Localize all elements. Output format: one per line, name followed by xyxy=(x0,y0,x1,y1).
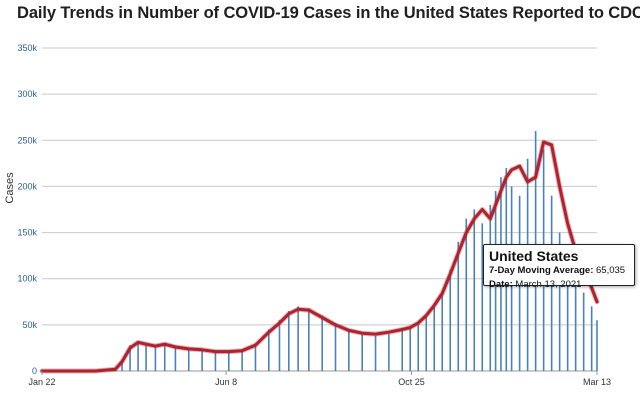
y-tick-label: 250k xyxy=(17,135,37,145)
daily-case-bar xyxy=(278,320,281,371)
y-axis-label: Cases xyxy=(4,172,16,204)
gridlines xyxy=(42,47,597,372)
y-axis-ticks: 0 50k 100k 150k 200k 250k 300k 350k xyxy=(17,43,37,376)
y-tick-label: 200k xyxy=(17,181,37,191)
daily-case-bar xyxy=(288,311,290,371)
tooltip-title: United States xyxy=(489,248,579,264)
daily-case-bar xyxy=(489,204,492,371)
daily-case-bar xyxy=(590,306,593,371)
daily-case-bar xyxy=(361,332,363,371)
y-tick-label: 300k xyxy=(17,89,37,99)
daily-case-bar xyxy=(558,232,561,371)
daily-case-bar xyxy=(154,345,157,371)
daily-case-bar xyxy=(582,292,585,371)
moving-average-line xyxy=(40,140,599,373)
hover-tooltip: United States 7-Day Moving Average: 65,0… xyxy=(483,244,635,290)
daily-case-bar xyxy=(566,260,569,371)
daily-case-bar xyxy=(441,292,444,371)
tooltip-average-value: 65,035 xyxy=(596,265,626,276)
tooltip-date-value: March 13, 2021 xyxy=(515,279,582,290)
daily-case-bar xyxy=(227,350,230,371)
daily-case-bar xyxy=(334,323,337,371)
y-tick-label: 50k xyxy=(22,320,37,330)
x-tick-label: Jun 8 xyxy=(215,377,237,387)
x-tick-label: Oct 25 xyxy=(398,377,425,387)
x-axis-ticks: Jan 22 Jun 8 Oct 25 Mar 13 xyxy=(28,371,611,387)
daily-case-bar xyxy=(321,315,323,371)
daily-case-bar xyxy=(388,334,390,371)
daily-case-bar xyxy=(121,359,123,371)
daily-case-bar xyxy=(596,320,598,371)
daily-case-bar xyxy=(163,343,166,371)
daily-case-bar xyxy=(241,349,243,371)
tooltip-date-label: Date: xyxy=(489,279,513,290)
daily-case-bar xyxy=(201,348,203,371)
daily-case-bar xyxy=(374,335,377,371)
y-tick-label: 0 xyxy=(32,366,37,376)
chart-title: Daily Trends in Number of COVID-19 Cases… xyxy=(17,4,640,22)
daily-case-bar xyxy=(137,341,139,371)
y-tick-label: 150k xyxy=(17,228,37,238)
daily-case-bar xyxy=(481,223,484,371)
y-tick-label: 350k xyxy=(17,43,37,53)
y-tick-label: 100k xyxy=(17,274,37,284)
tooltip-average-row: 7-Day Moving Average: 65,035 xyxy=(489,264,629,278)
tooltip-date-row: Date: March 13, 2021 xyxy=(489,278,629,292)
daily-case-bar xyxy=(145,343,147,371)
daily-case-bar xyxy=(574,278,577,371)
daily-case-bar xyxy=(187,347,190,371)
daily-case-bar xyxy=(129,345,131,371)
daily-case-bar xyxy=(297,306,299,371)
daily-case-bar xyxy=(449,269,452,371)
daily-case-bar xyxy=(308,308,310,371)
daily-case-bar xyxy=(401,330,404,371)
daily-case-bar xyxy=(433,304,436,371)
daily-case-bar xyxy=(174,346,177,371)
daily-case-bar xyxy=(348,329,350,371)
daily-case-bar xyxy=(473,209,476,371)
daily-case-bar xyxy=(425,315,428,371)
daily-case-bar xyxy=(268,329,270,371)
daily-case-bar xyxy=(457,241,460,371)
daily-case-bar xyxy=(254,343,257,371)
tooltip-average-label: 7-Day Moving Average: xyxy=(489,265,594,276)
daily-case-bar xyxy=(417,323,420,371)
daily-case-bar xyxy=(214,350,217,371)
moving-average-series xyxy=(39,139,600,374)
x-tick-label: Mar 13 xyxy=(583,377,611,387)
x-tick-label: Jan 22 xyxy=(28,377,55,387)
daily-case-bar xyxy=(465,218,468,371)
daily-case-bar xyxy=(409,328,412,371)
